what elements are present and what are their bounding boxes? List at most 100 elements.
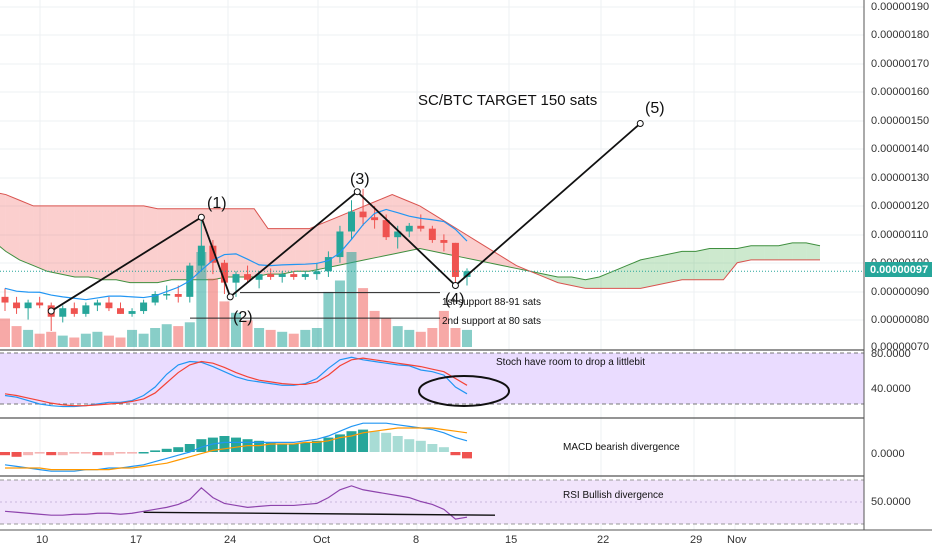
cloud-seg-4: [47, 205, 61, 275]
macd-hist-29: [334, 434, 345, 452]
wave-point-0: [47, 307, 55, 315]
volume-bar-27: [311, 328, 322, 347]
volume-bar-16: [184, 322, 195, 347]
candle-body-34: [394, 231, 402, 238]
rsi-divergence-line: [143, 511, 496, 516]
wave-label-1: (1): [207, 195, 227, 212]
volume-bar-1: [11, 326, 22, 347]
indicators: [0, 356, 510, 520]
cloud-seg-58: [792, 242, 807, 260]
stoch-d-line: [4, 357, 468, 407]
cloud-seg-54: [737, 245, 751, 263]
macd-hist-19: [219, 436, 230, 452]
candle-body-12: [140, 302, 148, 312]
volume-bar-37: [427, 328, 438, 347]
macd-hist-24: [277, 444, 288, 452]
macd-hist-2: [23, 452, 34, 456]
stoch-tick-40: 40.0000: [871, 383, 911, 395]
candle-body-29: [336, 231, 344, 258]
macd-hist-10: [115, 452, 126, 454]
support-label-1: 1st support 88-91 sats: [442, 297, 541, 308]
cloud-seg-45: [613, 265, 627, 289]
macd-hist-12: [138, 452, 149, 454]
cloud-seg-13: [171, 208, 186, 280]
candle-body-13: [151, 294, 159, 303]
price-tick-090: 0.00000090: [871, 286, 929, 298]
cloud-seg-49: [668, 251, 682, 283]
candle-body-10: [117, 308, 124, 314]
candle-body-1: [13, 302, 21, 309]
stoch-highlight-ellipse: [418, 375, 510, 407]
cloud-seg-23: [309, 222, 324, 272]
volume-bar-9: [103, 335, 114, 347]
axes: [0, 0, 932, 531]
volume-bar-18: [207, 278, 218, 347]
cloud-seg-52: [709, 248, 724, 280]
cloud-seg-30: [406, 200, 420, 252]
candle-body-2: [24, 302, 32, 309]
macd-hist-20: [231, 437, 241, 452]
candle-body-3: [36, 302, 44, 306]
price-tick-140: 0.00000140: [871, 143, 929, 155]
time-tick-10: 10: [36, 534, 48, 546]
candle-body-32: [371, 217, 379, 221]
last-price-badge-bg: [865, 262, 932, 277]
price-tick-170: 0.00000170: [871, 58, 929, 70]
candle-body-15: [174, 294, 182, 297]
cloud-seg-37: [502, 257, 517, 269]
stoch-band: [0, 353, 864, 404]
price-tick-160: 0.00000160: [871, 86, 929, 98]
candle-body-22: [255, 274, 263, 280]
volume-bar-34: [392, 326, 403, 347]
overlays: [0, 120, 864, 319]
candle-body-39: [451, 242, 459, 277]
volume-bar-29: [334, 280, 345, 347]
volume-bar-12: [138, 333, 149, 347]
cloud-seg-12: [157, 208, 172, 283]
cloud-seg-57: [778, 242, 793, 260]
stoch-annotation: Stoch have room to drop a littlebit: [496, 357, 645, 368]
macd-hist-8: [92, 452, 103, 456]
time-tick-17: 17: [130, 534, 142, 546]
candle-body-20: [232, 274, 240, 283]
wave-point-5: [636, 120, 644, 128]
candles: [1, 188, 471, 331]
cloud-seg-11: [143, 205, 158, 283]
macd-tick-0: 0.0000: [871, 448, 905, 460]
macd-hist-18: [207, 437, 218, 452]
cloud-seg-14: [185, 208, 199, 280]
volume-bar-5: [57, 335, 68, 347]
macd-hist-5: [57, 452, 68, 456]
macd-hist-35: [404, 439, 415, 452]
candle-body-38: [440, 240, 448, 243]
cloud-seg-0: [0, 193, 6, 252]
indicator-axis-ticks: 80.0000 40.0000 0.0000 50.0000: [871, 348, 911, 508]
volume-bar-31: [358, 288, 369, 347]
macd-hist-38: [438, 447, 449, 452]
macd-hist-26: [300, 442, 311, 452]
wave-point-2: [226, 293, 234, 301]
time-tick-nov: Nov: [727, 534, 747, 546]
macd-hist-40: [462, 452, 472, 459]
ichimoku-cloud: [0, 192, 821, 289]
last-price-label: 0.00000097: [870, 264, 928, 276]
macd-hist-34: [392, 436, 403, 452]
wave-label-4: (4): [445, 291, 465, 308]
cloud-seg-55: [751, 245, 765, 260]
cloud-seg-56: [764, 245, 779, 260]
wave-point-4: [451, 281, 459, 289]
volume-bar-21: [242, 320, 253, 347]
price-tick-070: 0.00000070: [871, 341, 929, 353]
volume-bar-39: [450, 328, 461, 347]
candle-body-9: [105, 302, 113, 309]
volume-bar-38: [438, 310, 449, 347]
macd-hist-3: [34, 452, 45, 454]
price-tick-130: 0.00000130: [871, 172, 929, 184]
cloud-seg-50: [682, 251, 696, 280]
macd-hist-36: [415, 440, 426, 452]
cloud-span-b: [0, 192, 820, 289]
cloud-seg-5: [61, 205, 75, 277]
macd-hist-37: [427, 444, 438, 452]
cloud-seg-8: [102, 205, 117, 280]
volume-bar-8: [92, 331, 103, 347]
